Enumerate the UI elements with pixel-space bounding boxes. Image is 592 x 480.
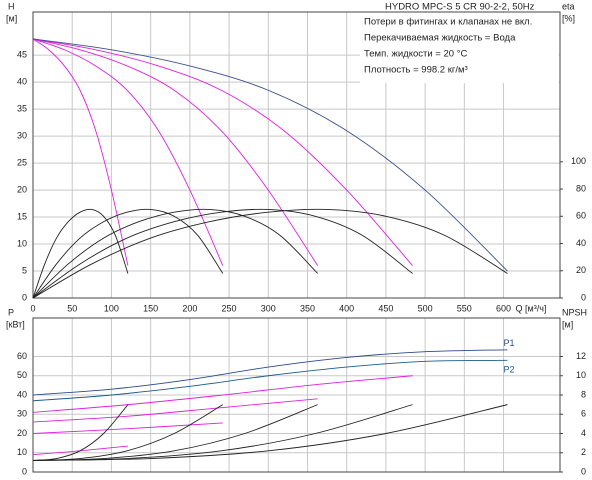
curve bbox=[32, 38, 319, 266]
y-tick-label: 25 bbox=[17, 157, 27, 167]
curve bbox=[32, 359, 508, 402]
y2-tick-label: 0 bbox=[581, 466, 586, 476]
y-tick-label: 20 bbox=[17, 184, 27, 194]
curve bbox=[32, 208, 318, 299]
y-tick-label: 30 bbox=[17, 130, 27, 140]
x-tick-label: 350 bbox=[300, 303, 315, 313]
y2-tick-label: 2 bbox=[581, 447, 586, 457]
y2-tick-label: 8 bbox=[581, 389, 586, 399]
y-axis-unit: [м] bbox=[6, 13, 17, 23]
x-tick-label: 200 bbox=[182, 303, 197, 313]
y2-tick-label: 60 bbox=[576, 211, 586, 221]
curve bbox=[32, 38, 508, 272]
y-tick-label: 45 bbox=[17, 50, 27, 60]
y-tick-label: 40 bbox=[17, 389, 27, 399]
y2-tick-label: 6 bbox=[581, 409, 586, 419]
y2-tick-label: 40 bbox=[576, 238, 586, 248]
x-tick-label: 400 bbox=[339, 303, 354, 313]
curve bbox=[32, 404, 508, 461]
y2-tick-label: 0 bbox=[581, 292, 586, 302]
x-tick-label: 450 bbox=[378, 303, 393, 313]
x-tick-label: 300 bbox=[261, 303, 276, 313]
y-tick-label: 50 bbox=[17, 370, 27, 380]
x-tick-label: 50 bbox=[67, 303, 77, 313]
y2-tick-label: 4 bbox=[581, 428, 586, 438]
x-axis-label: Q [м³/ч] bbox=[516, 303, 547, 313]
curve bbox=[32, 208, 413, 299]
y2-axis-label: NPSH bbox=[562, 307, 587, 317]
series-label: P2 bbox=[503, 365, 514, 375]
annotation: Потери в фитингах и клапанах не вкл. bbox=[364, 17, 532, 28]
x-tick-label: 500 bbox=[418, 303, 433, 313]
y2-axis-label: eta bbox=[562, 1, 575, 11]
curve bbox=[32, 38, 413, 266]
x-tick-label: 100 bbox=[104, 303, 119, 313]
y-tick-label: 10 bbox=[17, 238, 27, 248]
x-tick-label: 550 bbox=[457, 303, 472, 313]
y-tick-label: 20 bbox=[17, 428, 27, 438]
annotation: Плотность = 998.2 кг/м³ bbox=[364, 65, 468, 76]
curve bbox=[32, 375, 413, 413]
curve bbox=[32, 38, 224, 266]
y2-tick-label: 10 bbox=[576, 370, 586, 380]
curve bbox=[32, 208, 508, 299]
y2-tick-label: 80 bbox=[576, 183, 586, 193]
y-tick-label: 5 bbox=[22, 265, 27, 275]
y-tick-label: 10 bbox=[17, 447, 27, 457]
curve bbox=[32, 422, 223, 434]
plot-frame bbox=[32, 11, 561, 299]
series-label: P1 bbox=[503, 338, 514, 348]
y2-tick-label: 100 bbox=[571, 156, 586, 166]
curve bbox=[32, 398, 318, 423]
y-tick-label: 30 bbox=[17, 409, 27, 419]
curve bbox=[32, 404, 129, 461]
y-axis-label: H bbox=[8, 1, 15, 11]
note-box bbox=[360, 13, 559, 83]
x-tick-label: 250 bbox=[222, 303, 237, 313]
chart-title: HYDRO MPC-S 5 CR 90-2-2, 50Hz bbox=[385, 2, 535, 13]
annotation: Темп. жидкости = 20 °C bbox=[364, 49, 467, 60]
y-tick-label: 0 bbox=[22, 292, 27, 302]
x-tick-label: 150 bbox=[143, 303, 158, 313]
y-tick-label: 35 bbox=[17, 104, 27, 114]
y-tick-label: 60 bbox=[17, 351, 27, 361]
y-axis-unit: [кВт] bbox=[6, 319, 25, 329]
y2-tick-label: 20 bbox=[576, 265, 586, 275]
curve bbox=[32, 38, 129, 266]
y-tick-label: 15 bbox=[17, 211, 27, 221]
y2-tick-label: 12 bbox=[576, 351, 586, 361]
y-tick-label: 0 bbox=[22, 466, 27, 476]
y-axis-label: P bbox=[8, 307, 14, 317]
y-tick-label: 40 bbox=[17, 77, 27, 87]
x-tick-label: 600 bbox=[496, 303, 511, 313]
curve bbox=[32, 208, 224, 299]
annotation: Перекачиваемая жидкость = Вода bbox=[364, 33, 516, 44]
curve bbox=[32, 208, 129, 299]
curve bbox=[32, 349, 508, 396]
y2-axis-unit: [м] bbox=[562, 319, 573, 329]
x-tick-label: 0 bbox=[30, 303, 35, 313]
y2-axis-unit: [%] bbox=[562, 13, 575, 23]
